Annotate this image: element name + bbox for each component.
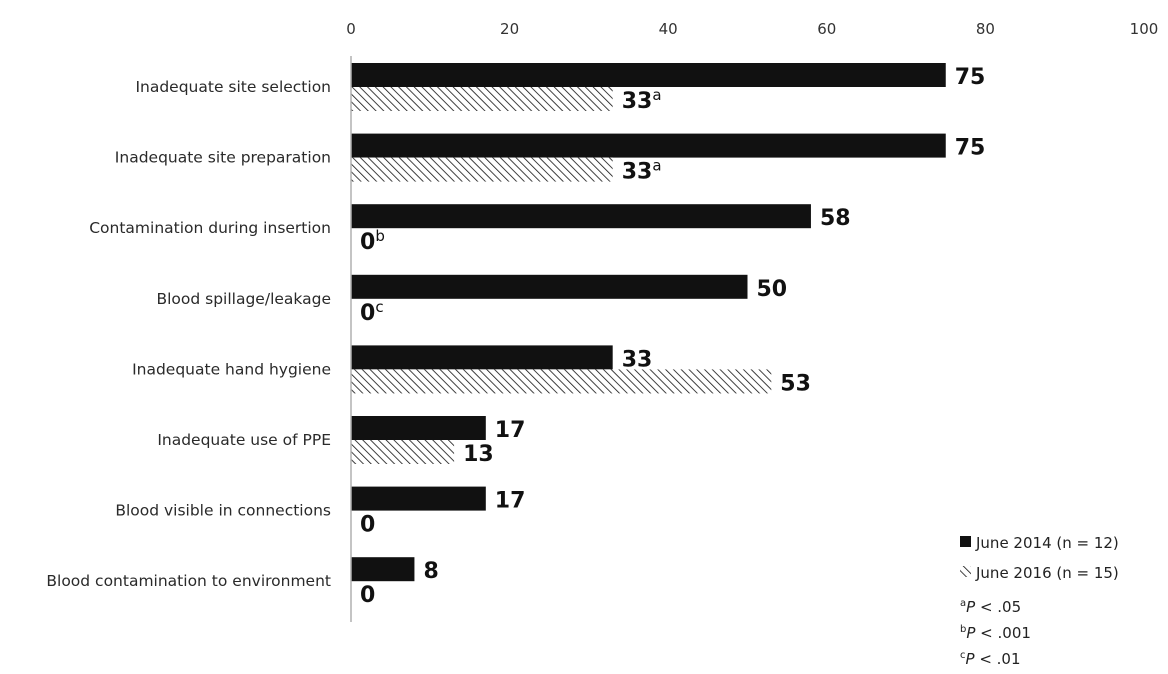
bar-2014 bbox=[351, 204, 811, 229]
bar-2016 bbox=[351, 87, 613, 111]
data-label: 13 bbox=[463, 442, 494, 467]
category-label: Inadequate site selection bbox=[135, 78, 331, 96]
bar-2014 bbox=[351, 486, 486, 511]
legend-swatch-2014 bbox=[960, 536, 971, 547]
x-tick-label: 0 bbox=[346, 20, 356, 38]
bar-2016 bbox=[351, 157, 613, 182]
x-axis-ticks: 0 20 40 60 80 100 bbox=[346, 20, 1158, 38]
legend-label: June 2014 (n = 12) bbox=[975, 534, 1119, 552]
category-label: Contamination during insertion bbox=[89, 219, 331, 237]
data-label: 75 bbox=[955, 65, 986, 90]
data-label: 0c bbox=[360, 298, 384, 326]
bar-2014 bbox=[351, 133, 946, 158]
x-tick-label: 40 bbox=[659, 20, 678, 38]
bar-2014 bbox=[351, 274, 748, 299]
legend: June 2014 (n = 12) June 2016 (n = 15) bbox=[960, 534, 1119, 582]
footnote: cP < .01 bbox=[960, 650, 1021, 668]
x-tick-label: 80 bbox=[976, 20, 995, 38]
data-label: 33 bbox=[622, 347, 653, 372]
category-label: Blood contamination to environment bbox=[46, 572, 331, 590]
data-label: 75 bbox=[955, 136, 986, 161]
data-label: 53 bbox=[780, 371, 811, 396]
footnotes: aP < .05 bP < .001 cP < .01 bbox=[960, 598, 1031, 668]
category-label: Inadequate site preparation bbox=[115, 149, 331, 167]
category-label: Blood visible in connections bbox=[115, 502, 331, 520]
category-label: Blood spillage/leakage bbox=[156, 290, 331, 308]
footnote: bP < .001 bbox=[960, 624, 1031, 642]
data-label: 17 bbox=[495, 418, 526, 443]
data-label: 0 bbox=[360, 513, 375, 538]
category-labels: Inadequate site selection Inadequate site… bbox=[46, 78, 331, 590]
data-label: 0b bbox=[360, 227, 385, 255]
bars-group bbox=[351, 63, 946, 582]
data-label: 17 bbox=[495, 489, 526, 514]
footnote: aP < .05 bbox=[960, 598, 1021, 616]
category-label: Inadequate hand hygiene bbox=[132, 360, 331, 378]
data-label: 33a bbox=[622, 157, 662, 185]
bar-2016 bbox=[351, 369, 772, 394]
legend-label: June 2016 (n = 15) bbox=[975, 564, 1119, 582]
bar-2016 bbox=[351, 440, 455, 464]
bar-2014 bbox=[351, 345, 613, 370]
category-label: Inadequate use of PPE bbox=[157, 431, 331, 449]
bar-2014 bbox=[351, 557, 415, 582]
x-tick-label: 100 bbox=[1130, 20, 1159, 38]
x-tick-label: 20 bbox=[500, 20, 519, 38]
data-label: 8 bbox=[423, 559, 438, 584]
x-tick-label: 60 bbox=[817, 20, 836, 38]
data-label: 50 bbox=[757, 277, 788, 302]
bar-2014 bbox=[351, 63, 946, 87]
data-label: 33a bbox=[622, 86, 662, 114]
bar-2014 bbox=[351, 416, 486, 440]
data-label: 0 bbox=[360, 583, 375, 608]
data-label: 58 bbox=[820, 206, 851, 231]
legend-swatch-2016 bbox=[960, 566, 971, 577]
